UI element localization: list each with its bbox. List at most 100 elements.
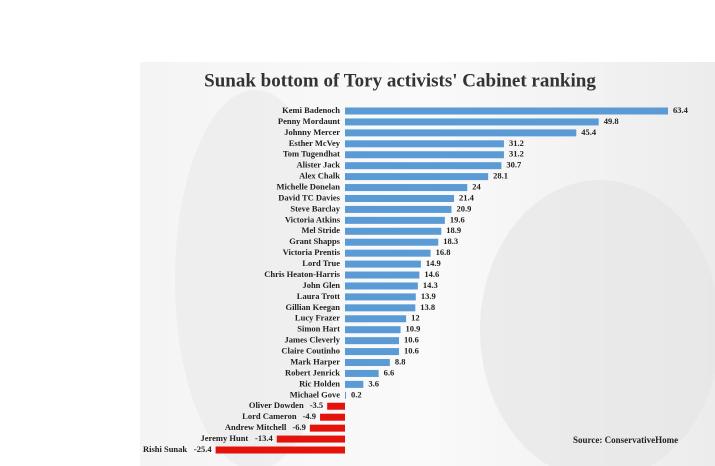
category-label: Kemi Badenoch: [282, 105, 340, 115]
category-label: Alex Chalk: [299, 171, 340, 181]
category-label: Michael Gove: [290, 389, 341, 399]
value-label: -13.4: [255, 433, 273, 443]
value-label: 0.2: [351, 389, 362, 399]
category-label: Steve Barclay: [290, 203, 340, 213]
value-label: 28.1: [493, 171, 508, 181]
value-label: 18.3: [443, 236, 458, 246]
value-label: 31.2: [509, 149, 524, 159]
bar: [345, 173, 489, 181]
category-label: Michelle Donelan: [276, 182, 340, 192]
value-label: 10.6: [404, 335, 419, 345]
value-label: 14.3: [423, 280, 438, 290]
category-label: Rishi Sunak: [143, 444, 187, 454]
bar: [345, 162, 502, 170]
bar: [345, 249, 431, 257]
value-label: -6.9: [292, 422, 305, 432]
value-label: 14.9: [426, 258, 441, 268]
value-label: 10.6: [404, 346, 419, 356]
bar: [345, 227, 442, 235]
value-label: 24: [472, 182, 481, 192]
category-label: Lucy Frazer: [295, 313, 340, 323]
category-label: Andrew Mitchell: [225, 422, 287, 432]
category-label: Johnny Mercer: [284, 127, 340, 137]
value-label: 63.4: [673, 105, 689, 115]
bar: [345, 293, 416, 301]
value-label: 21.4: [459, 192, 475, 202]
bar: [345, 380, 364, 388]
value-label: 8.8: [395, 356, 406, 366]
category-label: Alister Jack: [296, 160, 340, 170]
bar: [345, 369, 379, 377]
value-label: 13.9: [421, 291, 436, 301]
category-label: Oliver Dowden: [249, 400, 304, 410]
bar: [345, 315, 407, 323]
category-label: Tom Tugendhat: [283, 149, 340, 159]
value-label: 14.6: [424, 269, 439, 279]
category-label: Ric Holden: [299, 378, 340, 388]
value-label: 16.8: [436, 247, 451, 257]
category-label: Esther McVey: [289, 138, 341, 148]
value-label: -25.4: [194, 444, 212, 454]
bar: [345, 282, 418, 290]
category-label: John Glen: [302, 280, 340, 290]
bar: [345, 140, 504, 148]
category-label: Lord True: [302, 258, 340, 268]
bar: [345, 205, 452, 213]
category-label: Chris Heaton-Harris: [264, 269, 340, 279]
bar: [345, 304, 416, 312]
bar: [345, 107, 668, 115]
value-label: 10.9: [406, 324, 421, 334]
category-label: Mark Harper: [290, 356, 340, 366]
category-label: Lord Cameron: [242, 411, 297, 421]
bar: [215, 446, 345, 454]
value-label: 30.7: [506, 160, 522, 170]
bar: [345, 118, 599, 126]
category-label: Victoria Prentis: [283, 247, 341, 257]
chart-title: Sunak bottom of Tory activists' Cabinet …: [204, 70, 596, 91]
value-label: 3.6: [368, 378, 379, 388]
bar: [345, 151, 504, 159]
bar: [345, 337, 400, 345]
photo-figure: [480, 180, 715, 466]
bar: [345, 184, 468, 192]
category-label: Robert Jenrick: [285, 367, 340, 377]
category-label: David TC Davies: [278, 192, 340, 202]
bar: [345, 359, 390, 367]
bar: [327, 402, 345, 410]
bar: [345, 271, 420, 279]
bar: [345, 129, 577, 137]
bar: [345, 194, 455, 202]
category-label: Penny Mordaunt: [278, 116, 340, 126]
photo-figure: [175, 90, 335, 466]
bar: [276, 435, 345, 443]
category-label: Jeremy Hunt: [200, 433, 248, 443]
value-label: 45.4: [581, 127, 597, 137]
value-label: 6.6: [384, 367, 395, 377]
value-label: 31.2: [509, 138, 524, 148]
category-label: Simon Hart: [297, 324, 340, 334]
value-label: 49.8: [604, 116, 619, 126]
value-label: 12: [411, 313, 420, 323]
source: Source: ConservativeHome: [573, 435, 678, 445]
category-label: Victoria Atkins: [285, 214, 341, 224]
value-label: -3.5: [310, 400, 323, 410]
bar: [345, 391, 347, 399]
bar: [309, 424, 345, 432]
category-label: Laura Trott: [297, 291, 340, 301]
value-label: 20.9: [456, 203, 471, 213]
value-label: 19.6: [450, 214, 465, 224]
bar: [345, 216, 445, 224]
category-label: Mel Stride: [302, 225, 341, 235]
bar: [345, 326, 401, 334]
value-label: 18.9: [446, 225, 461, 235]
bar: [345, 238, 439, 246]
bar: [320, 413, 345, 421]
value-label: 13.8: [420, 302, 435, 312]
category-label: James Cleverly: [285, 335, 341, 345]
category-label: Gillian Keegan: [285, 302, 340, 312]
bar: [345, 348, 400, 356]
value-label: -4.9: [303, 411, 316, 421]
bar: [345, 260, 421, 268]
category-label: Grant Shapps: [289, 236, 340, 246]
